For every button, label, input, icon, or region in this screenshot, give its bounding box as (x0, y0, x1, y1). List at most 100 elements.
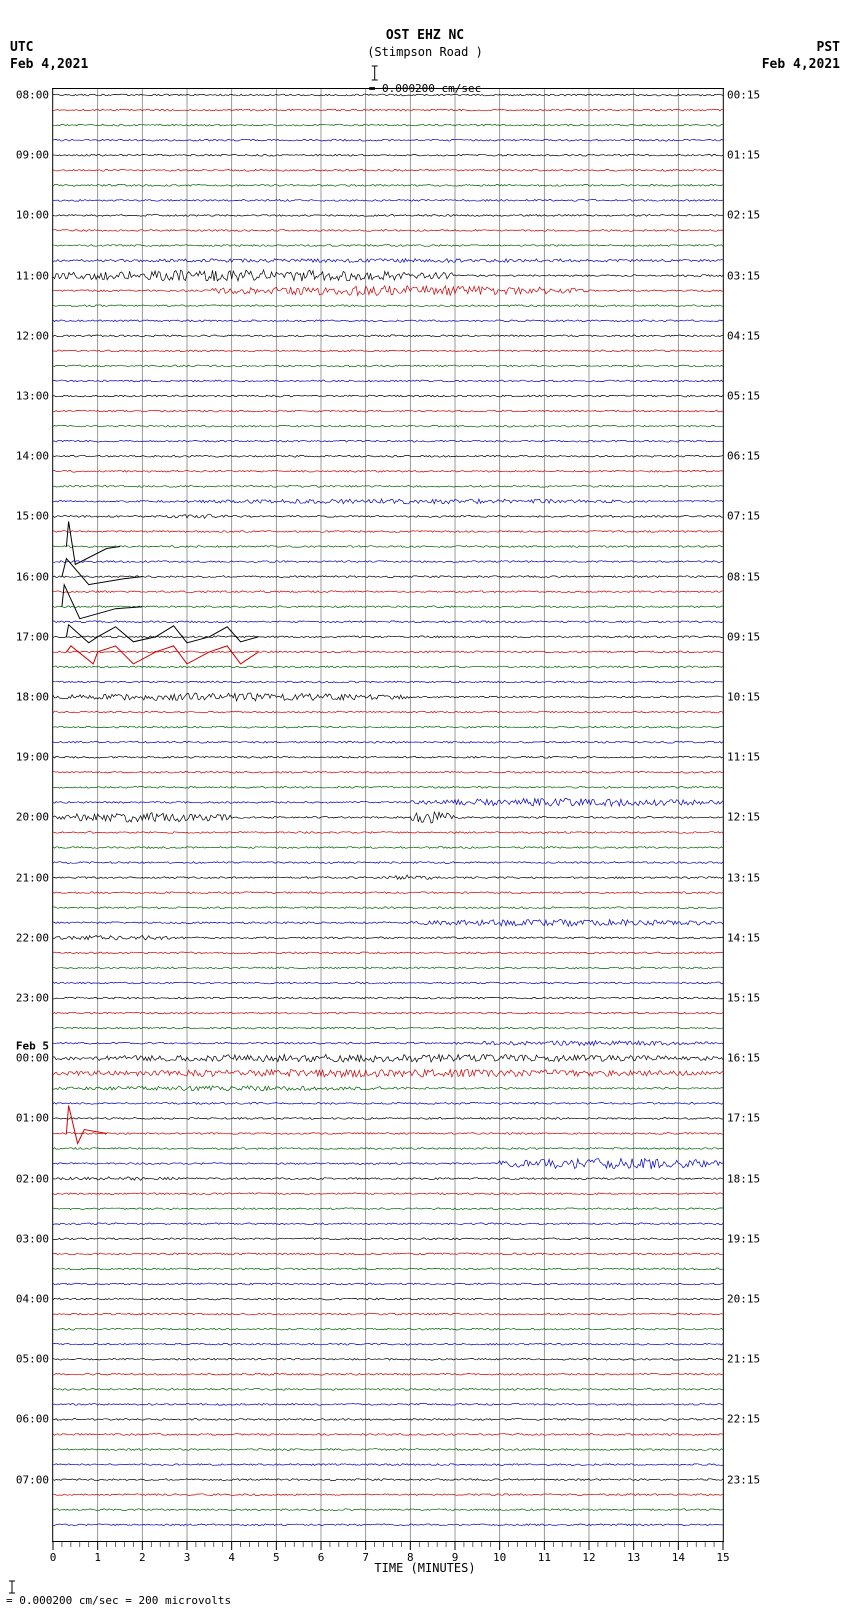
utc-hour-label: 04:00 (16, 1293, 49, 1306)
trace-row-25 (53, 470, 723, 472)
trace-row-58 (53, 967, 723, 969)
utc-hour-label: 15:00 (16, 510, 49, 523)
pst-hour-label: 10:15 (727, 691, 760, 704)
pst-hour-label: 15:15 (727, 992, 760, 1005)
pst-hour-label: 11:15 (727, 751, 760, 764)
pst-hour-label: 06:15 (727, 450, 760, 463)
trace-row-13 (53, 286, 723, 296)
trace-row-48 (53, 812, 723, 823)
pst-hour-label: 09:15 (727, 630, 760, 643)
utc-hour-label: 10:00 (16, 209, 49, 222)
trace-row-68 (53, 1118, 723, 1120)
station-name: (Stimpson Road ) (0, 45, 850, 61)
utc-hour-label: 08:00 (16, 89, 49, 102)
pst-hour-label: 08:15 (727, 570, 760, 583)
trace-row-15 (53, 320, 723, 322)
trace-row-18 (53, 365, 723, 367)
trace-row-95 (53, 1524, 723, 1526)
utc-hour-label: 18:00 (16, 691, 49, 704)
pst-hour-label: 16:15 (727, 1052, 760, 1065)
pst-hour-label: 22:15 (727, 1413, 760, 1426)
pst-hour-label: 18:15 (727, 1172, 760, 1185)
trace-row-94 (53, 1509, 723, 1511)
trace-row-6 (53, 184, 723, 186)
trace-row-85 (53, 1373, 723, 1375)
trace-row-57 (53, 952, 723, 954)
trace-row-82 (53, 1328, 723, 1330)
station-code: OST EHZ NC (0, 28, 850, 45)
tz-utc-label: UTC Feb 4,2021 (10, 40, 88, 74)
pst-hour-label: 19:15 (727, 1232, 760, 1245)
utc-hour-label: 01:00 (16, 1112, 49, 1125)
trace-row-54 (53, 907, 723, 909)
trace-row-83 (53, 1343, 723, 1345)
trace-row-1 (53, 109, 723, 111)
pst-hour-label: 05:15 (727, 390, 760, 403)
utc-hour-label: 06:00 (16, 1413, 49, 1426)
utc-hour-label: 09:00 (16, 149, 49, 162)
trace-row-50 (53, 847, 723, 849)
trace-row-88 (53, 1419, 723, 1421)
trace-row-76 (53, 1238, 723, 1240)
trace-row-34 (53, 606, 723, 608)
trace-row-10 (53, 245, 723, 247)
trace-row-62 (53, 1027, 723, 1029)
trace-row-67 (53, 1103, 723, 1105)
trace-row-5 (53, 169, 723, 171)
trace-row-11 (53, 259, 723, 263)
pst-hour-label: 04:15 (727, 329, 760, 342)
trace-row-77 (53, 1253, 723, 1255)
utc-hour-label: 05:00 (16, 1353, 49, 1366)
trace-row-30 (53, 546, 723, 548)
utc-hour-label: 20:00 (16, 811, 49, 824)
trace-row-35 (53, 621, 723, 623)
pst-hour-label: 12:15 (727, 811, 760, 824)
trace-row-19 (53, 380, 723, 382)
trace-row-87 (53, 1404, 723, 1406)
utc-hour-label: 13:00 (16, 390, 49, 403)
utc-hour-label: 19:00 (16, 751, 49, 764)
trace-row-41 (53, 711, 723, 713)
trace-row-59 (53, 982, 723, 984)
trace-row-42 (53, 726, 723, 728)
trace-row-70 (53, 1148, 723, 1150)
trace-row-0 (53, 94, 723, 96)
trace-row-64 (53, 1054, 723, 1062)
utc-hour-label: 17:00 (16, 630, 49, 643)
trace-row-31 (53, 561, 723, 563)
header: OST EHZ NC (Stimpson Road ) (0, 28, 850, 60)
trace-row-14 (53, 305, 723, 307)
trace-row-38 (53, 666, 723, 668)
pst-hour-label: 20:15 (727, 1293, 760, 1306)
trace-row-65 (53, 1069, 723, 1077)
trace-row-71 (53, 1158, 723, 1169)
trace-row-22 (53, 425, 723, 427)
trace-row-89 (53, 1434, 723, 1436)
trace-row-12 (53, 270, 723, 281)
trace-row-80 (53, 1298, 723, 1300)
pst-hour-label: 02:15 (727, 209, 760, 222)
trace-row-56 (53, 936, 723, 941)
trace-row-7 (53, 200, 723, 202)
trace-row-69 (53, 1133, 723, 1135)
trace-row-61 (53, 1012, 723, 1014)
trace-row-26 (53, 485, 723, 487)
utc-hour-label: 21:00 (16, 871, 49, 884)
pst-hour-label: 01:15 (727, 149, 760, 162)
tz-pst-label: PST Feb 4,2021 (762, 40, 840, 74)
utc-hour-label: 07:00 (16, 1473, 49, 1486)
utc-hour-label: 02:00 (16, 1172, 49, 1185)
trace-row-9 (53, 230, 723, 232)
trace-row-27 (53, 499, 723, 504)
trace-row-53 (53, 892, 723, 894)
trace-row-32 (53, 576, 723, 578)
trace-row-78 (53, 1268, 723, 1270)
trace-row-4 (53, 154, 723, 156)
trace-row-39 (53, 681, 723, 683)
utc-hour-label: 12:00 (16, 329, 49, 342)
trace-row-8 (53, 215, 723, 217)
pst-hour-label: 03:15 (727, 269, 760, 282)
xaxis-label: TIME (MINUTES) (0, 1561, 850, 1575)
trace-row-74 (53, 1208, 723, 1210)
trace-row-45 (53, 771, 723, 773)
